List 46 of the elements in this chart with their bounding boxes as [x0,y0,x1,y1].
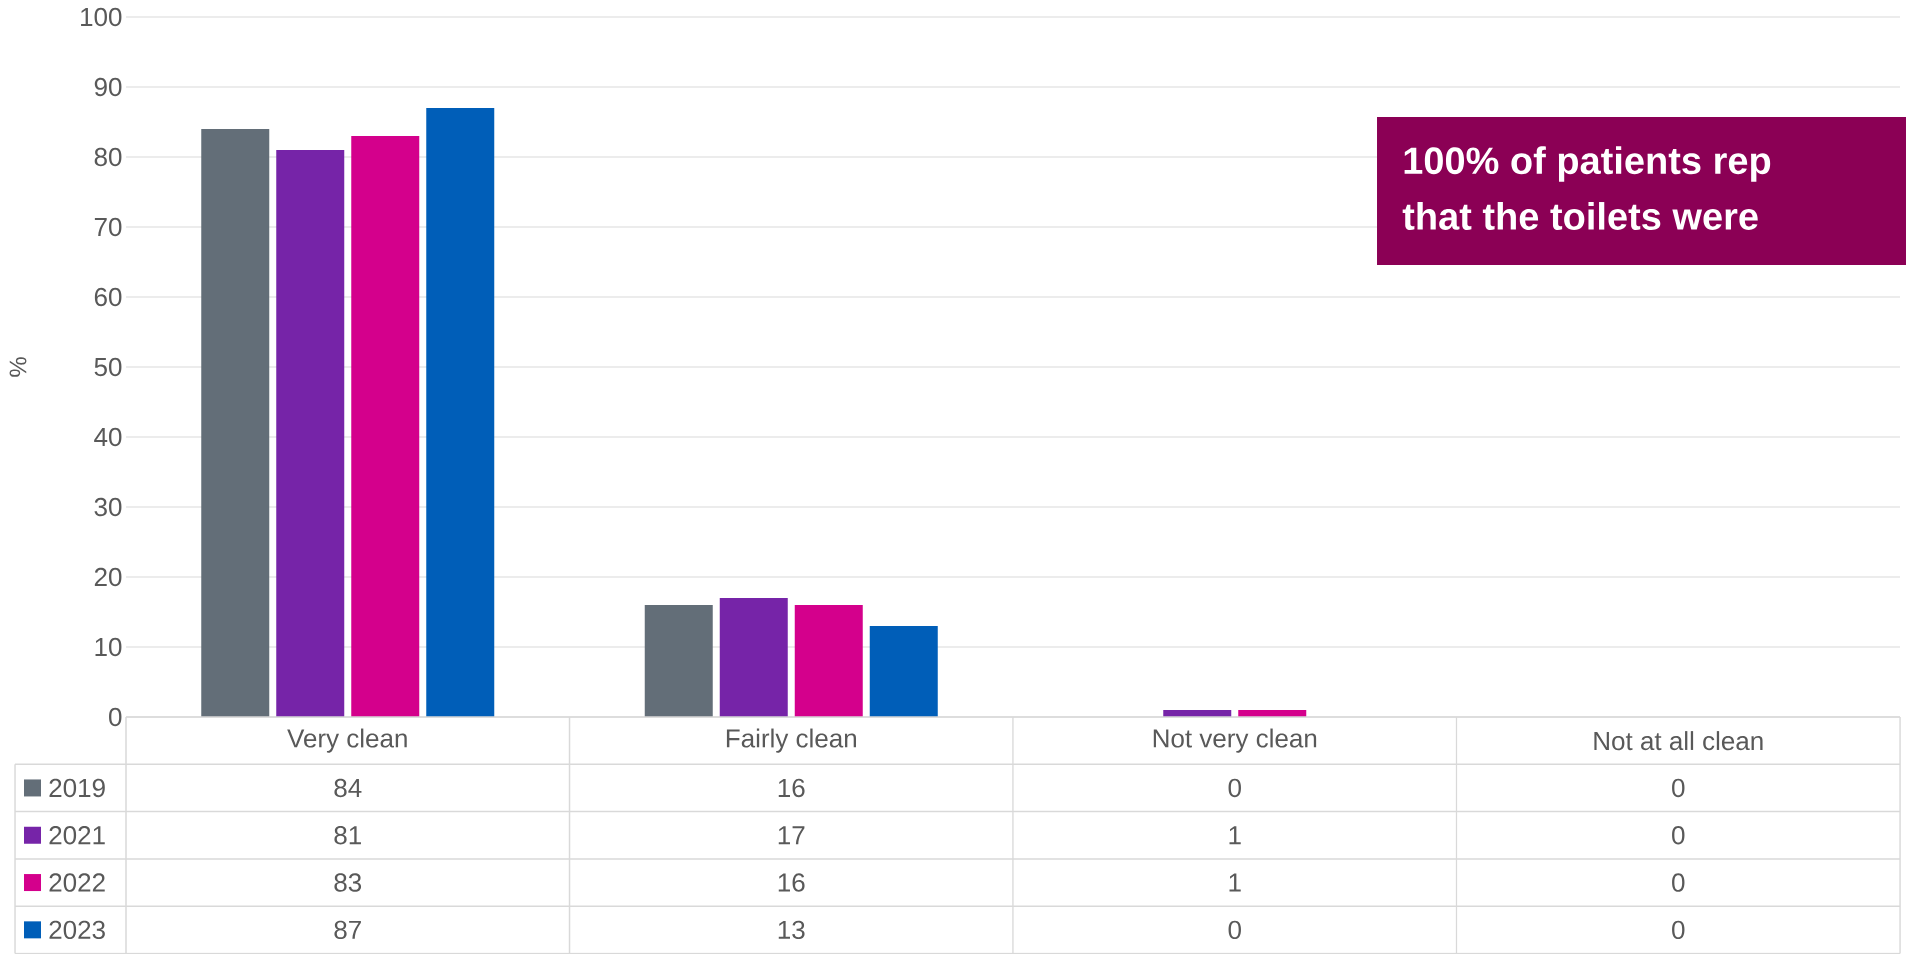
annotation: 100% of patients rep [1404,146,1771,182]
y-tick-label: 0 [109,707,122,727]
bar [719,598,788,717]
data-label: 83 [334,873,362,892]
data-label: 0 [1228,778,1241,798]
y-tick-label: 90 [94,77,122,97]
x-tick-label: Not at all clean [1594,731,1763,751]
y-tick-label: 80 [94,147,122,167]
legend-label: 2023 [49,920,105,940]
bar [869,626,938,717]
data-label: 84 [334,778,362,798]
data-label: 13 [778,920,805,940]
y-tick-label: 40 [94,427,122,447]
bar [276,149,345,717]
legend-label: 2019 [49,778,105,798]
data-label: 0 [1672,920,1685,940]
y-tick-label: 70 [94,217,122,237]
bar [201,128,270,717]
data-label: 0 [1672,826,1685,845]
data-label: 1 [1229,873,1241,892]
data-label: 0 [1228,920,1241,940]
data-label: 1 [1229,826,1241,845]
y-axis-title: % [9,357,27,377]
y-tick-label: 20 [94,567,122,587]
annotation: that the toilets were [1402,202,1758,230]
y-tick-label: 30 [94,497,122,517]
y-tick-label: 50 [94,357,122,377]
bar [644,605,713,717]
x-tick-label: Not very clean [1153,728,1317,753]
data-label: 0 [1672,778,1685,798]
data-label: 16 [778,873,805,892]
data-label: 16 [778,778,805,798]
data-label: 0 [1672,873,1685,892]
y-tick-label: 100 [81,7,122,27]
legend-label: 2021 [49,826,105,845]
data-label: 81 [334,826,361,845]
data-label: 17 [778,826,805,845]
bar [426,107,495,717]
data-label: 87 [334,920,361,940]
x-tick-label: Fairly clean [726,728,856,753]
y-tick-label: 60 [94,287,122,307]
legend-label: 2022 [49,873,105,892]
bar [351,135,420,717]
y-tick-label: 10 [95,637,122,657]
x-tick-label: Very clean [287,728,407,753]
bar [794,605,863,717]
